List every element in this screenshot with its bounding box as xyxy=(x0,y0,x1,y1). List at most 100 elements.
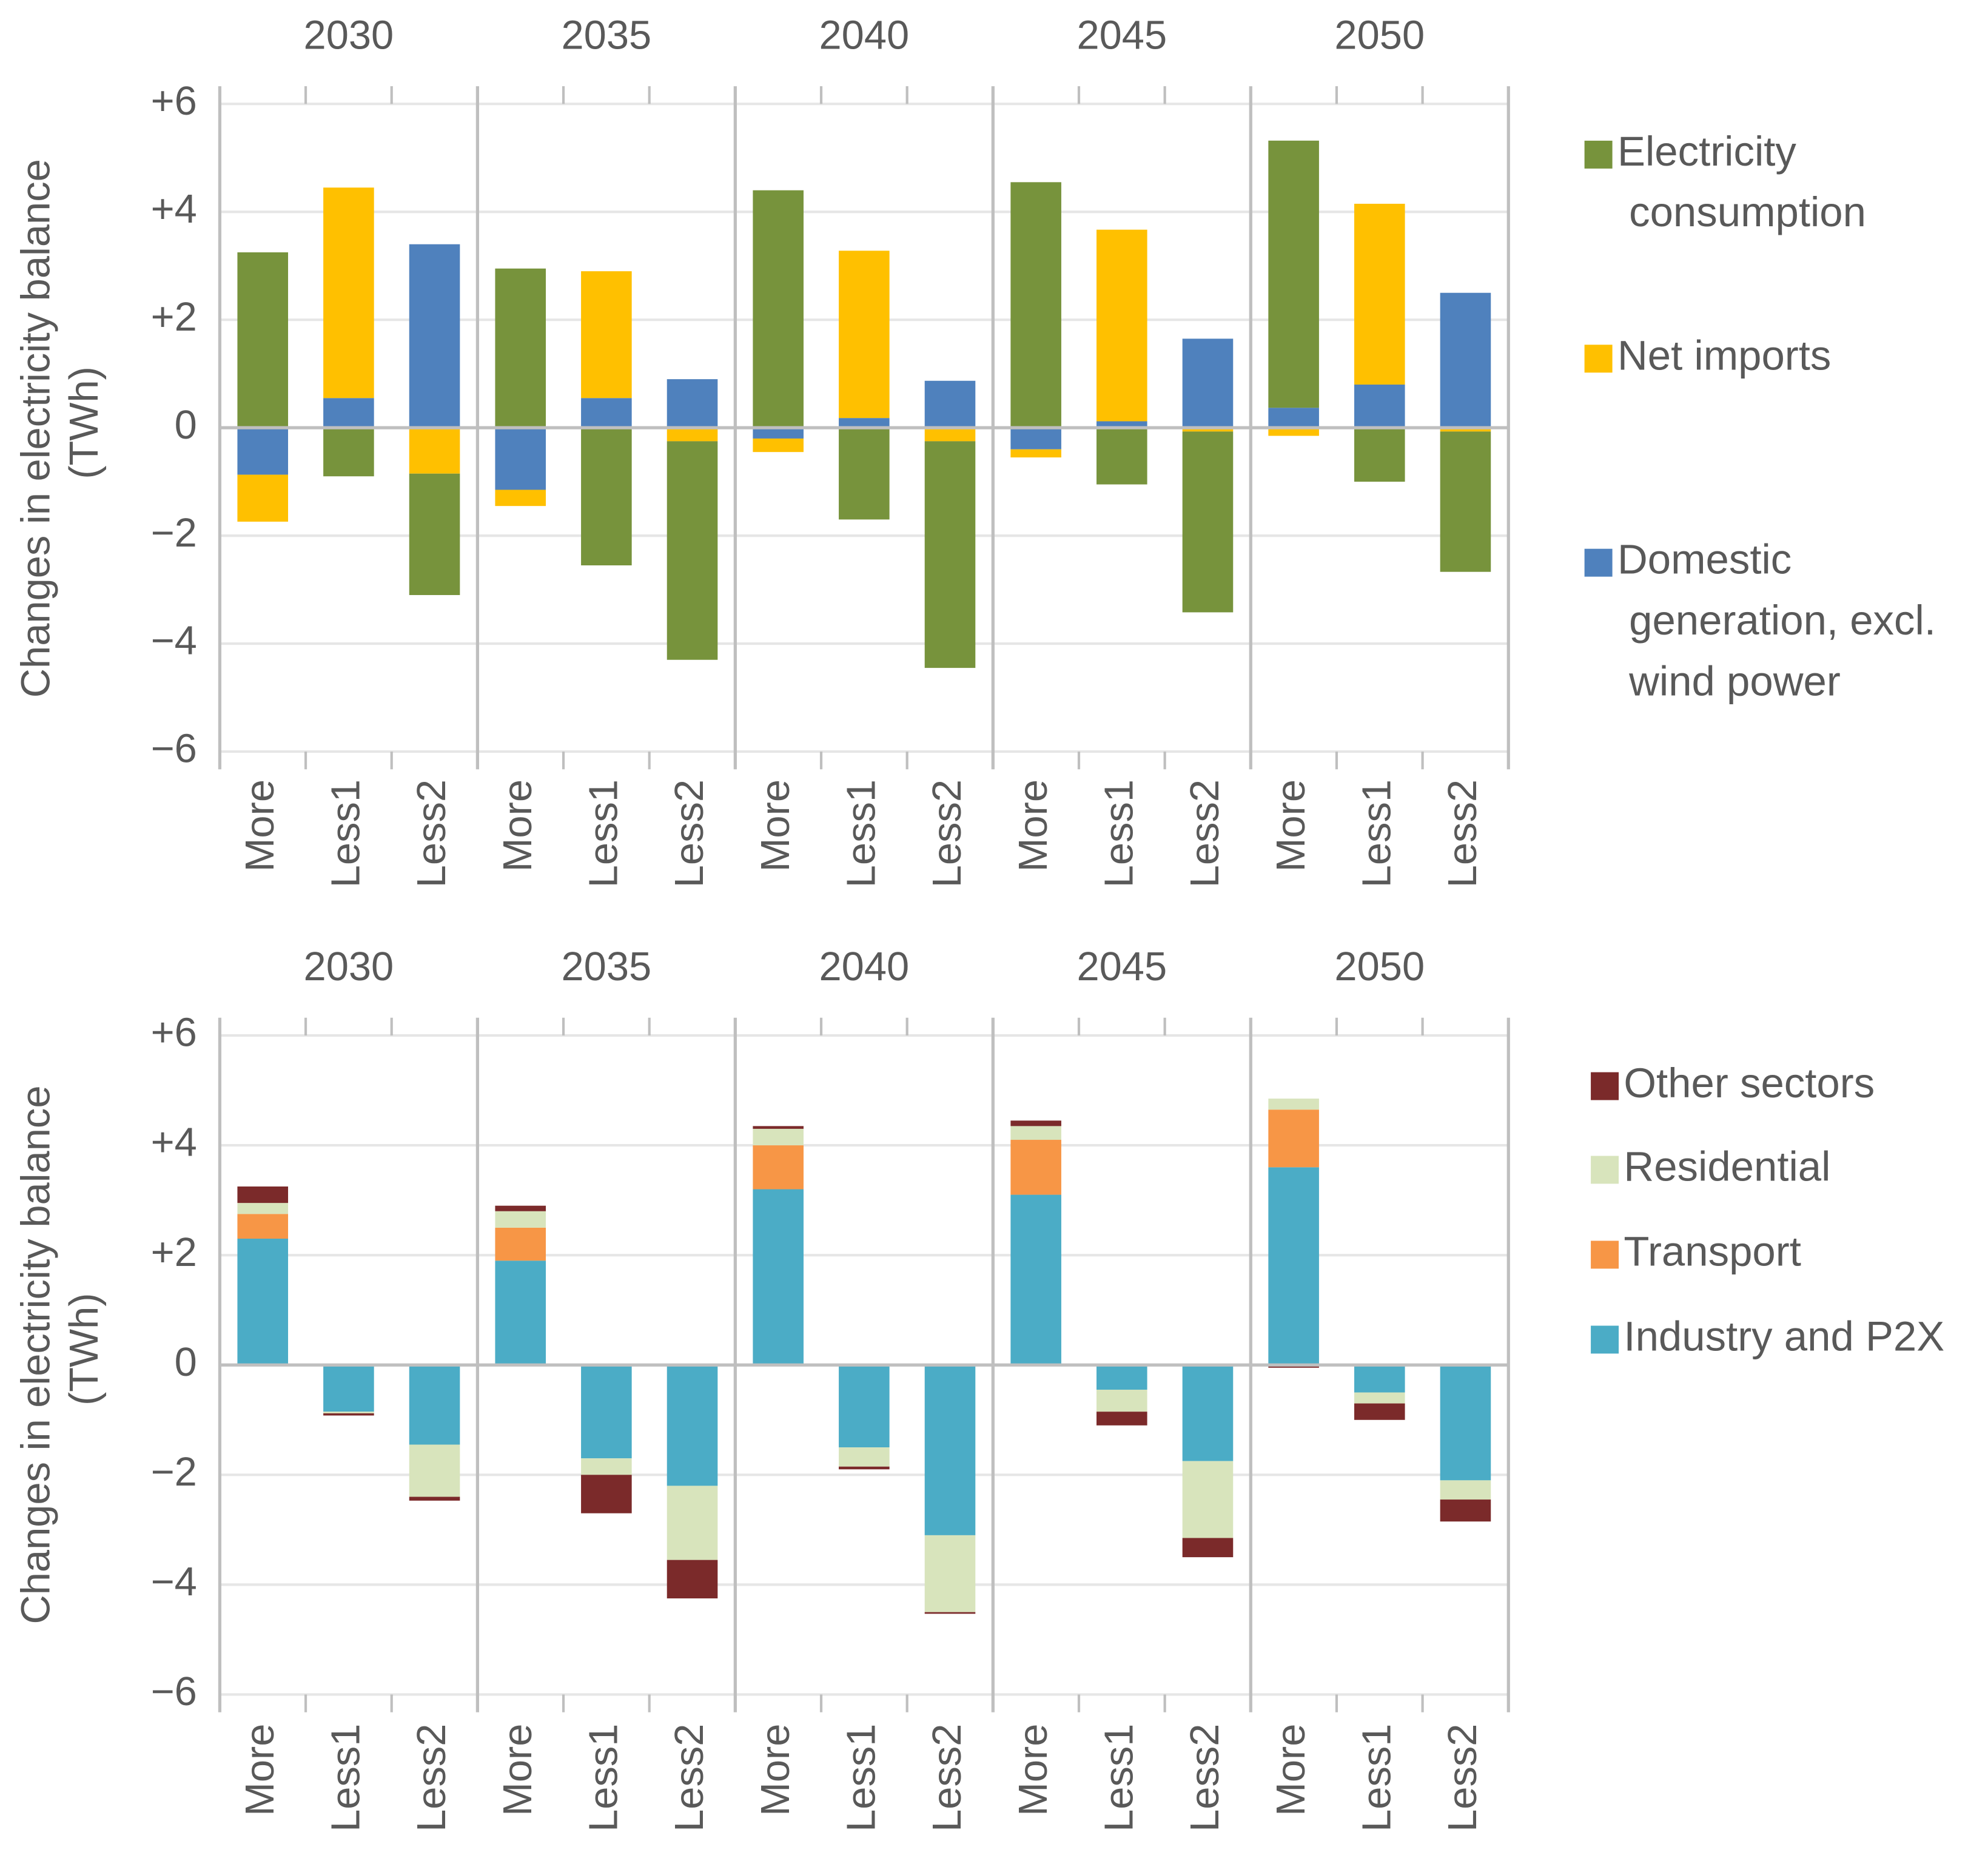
bar-segment xyxy=(924,441,976,668)
x-tick-label: More xyxy=(237,1724,283,1816)
legend-label: Residential xyxy=(1624,1143,1830,1190)
bar-segment xyxy=(409,1496,460,1501)
legend-swatch xyxy=(1591,1072,1619,1100)
bar-segment xyxy=(924,428,976,442)
bar-segment xyxy=(1096,1412,1147,1425)
bar-segment xyxy=(581,1475,632,1513)
bar-segment xyxy=(1440,431,1491,572)
bar-segment xyxy=(1182,338,1234,428)
bar-segment xyxy=(1354,384,1405,428)
group-label: 2035 xyxy=(562,944,652,989)
x-tick-label: Less1 xyxy=(323,779,369,887)
y-tick-label: −2 xyxy=(151,510,197,556)
bar-segment xyxy=(1096,428,1147,485)
x-tick-label: Less1 xyxy=(323,1724,369,1832)
group-label: 2045 xyxy=(1076,944,1167,989)
x-tick-label: More xyxy=(1010,779,1056,872)
y-tick-label: −4 xyxy=(151,1559,197,1604)
legend-swatch xyxy=(1591,1156,1619,1184)
bar-segment xyxy=(1182,428,1234,432)
bar-segment xyxy=(409,1365,460,1445)
bar-segment xyxy=(753,1126,804,1129)
bar-segment xyxy=(581,428,632,566)
y-tick-label: 0 xyxy=(175,402,197,448)
group-label: 2040 xyxy=(819,944,909,989)
bar-segment xyxy=(323,1413,374,1416)
bar-segment xyxy=(924,1535,976,1612)
bar-segment xyxy=(1268,428,1319,436)
y-tick-label: −2 xyxy=(151,1449,197,1495)
y-tick-label: +2 xyxy=(151,1230,197,1275)
bar-segment xyxy=(667,1365,718,1486)
y-tick-label: −4 xyxy=(151,618,197,664)
bar-segment xyxy=(1010,1126,1061,1140)
bar-segment xyxy=(1268,1167,1319,1365)
bar-segment xyxy=(323,1412,374,1413)
group-label: 2030 xyxy=(304,944,394,989)
x-tick-label: More xyxy=(495,1724,540,1816)
bar-segment xyxy=(1010,1120,1061,1126)
x-tick-label: Less2 xyxy=(924,1724,970,1832)
legend-label: Industry and P2X xyxy=(1624,1313,1944,1360)
x-tick-label: Less1 xyxy=(581,779,626,887)
y-tick-label: +6 xyxy=(151,78,197,124)
bar-segment xyxy=(581,1458,632,1475)
bar-segment xyxy=(1268,1109,1319,1168)
y-tick-label: −6 xyxy=(151,1669,197,1714)
y-tick-label: −6 xyxy=(151,726,197,772)
group-label: 2040 xyxy=(819,12,909,58)
x-tick-label: Less1 xyxy=(1354,779,1399,887)
x-tick-label: Less2 xyxy=(409,779,454,887)
x-tick-label: Less2 xyxy=(667,779,712,887)
legend-label: Electricity consumption xyxy=(1617,128,1866,235)
bar-segment xyxy=(1440,1480,1491,1500)
x-tick-label: More xyxy=(753,779,798,872)
bar-segment xyxy=(1440,1365,1491,1481)
bar-segment xyxy=(667,441,718,660)
x-tick-label: Less1 xyxy=(1096,1724,1141,1832)
group-label: 2030 xyxy=(304,12,394,58)
bar-segment xyxy=(1268,140,1319,408)
bar-segment xyxy=(667,428,718,442)
x-tick-label: More xyxy=(1268,779,1314,872)
group-label: 2045 xyxy=(1076,12,1167,58)
bar-segment xyxy=(495,490,546,507)
bar-segment xyxy=(237,252,289,428)
x-tick-label: Less1 xyxy=(838,1724,884,1832)
x-tick-label: Less2 xyxy=(667,1724,712,1832)
x-tick-label: Less2 xyxy=(409,1724,454,1832)
bar-segment xyxy=(581,398,632,428)
bar-segment xyxy=(1268,408,1319,428)
x-tick-label: More xyxy=(1268,1724,1314,1816)
bar-segment xyxy=(323,428,374,477)
bar-segment xyxy=(924,1365,976,1535)
bar-segment xyxy=(495,428,546,490)
bar-segment xyxy=(1182,431,1234,613)
legend-label: Transport xyxy=(1624,1228,1801,1275)
x-tick-label: Less2 xyxy=(1182,1724,1227,1832)
bar-segment xyxy=(839,1365,890,1448)
bar-segment xyxy=(1354,1403,1405,1420)
x-tick-label: Less1 xyxy=(1096,779,1141,887)
bar-segment xyxy=(1354,203,1405,385)
bar-segment xyxy=(1354,1392,1405,1404)
bar-segment xyxy=(1010,428,1061,449)
bar-segment xyxy=(1440,1500,1491,1522)
bar-segment xyxy=(495,268,546,428)
x-tick-label: Less1 xyxy=(581,1724,626,1832)
bar-segment xyxy=(667,1560,718,1599)
bar-segment xyxy=(667,379,718,428)
bar-segment xyxy=(1182,1538,1234,1558)
bar-segment xyxy=(581,271,632,399)
bar-segment xyxy=(409,428,460,474)
y-tick-label: +4 xyxy=(151,1120,197,1165)
bar-segment xyxy=(323,187,374,399)
group-label: 2050 xyxy=(1334,12,1425,58)
bar-segment xyxy=(1010,1140,1061,1195)
y-tick-label: +2 xyxy=(151,294,197,340)
bar-segment xyxy=(1440,428,1491,432)
x-tick-label: Less2 xyxy=(1440,1724,1485,1832)
bar-segment xyxy=(753,1128,804,1146)
